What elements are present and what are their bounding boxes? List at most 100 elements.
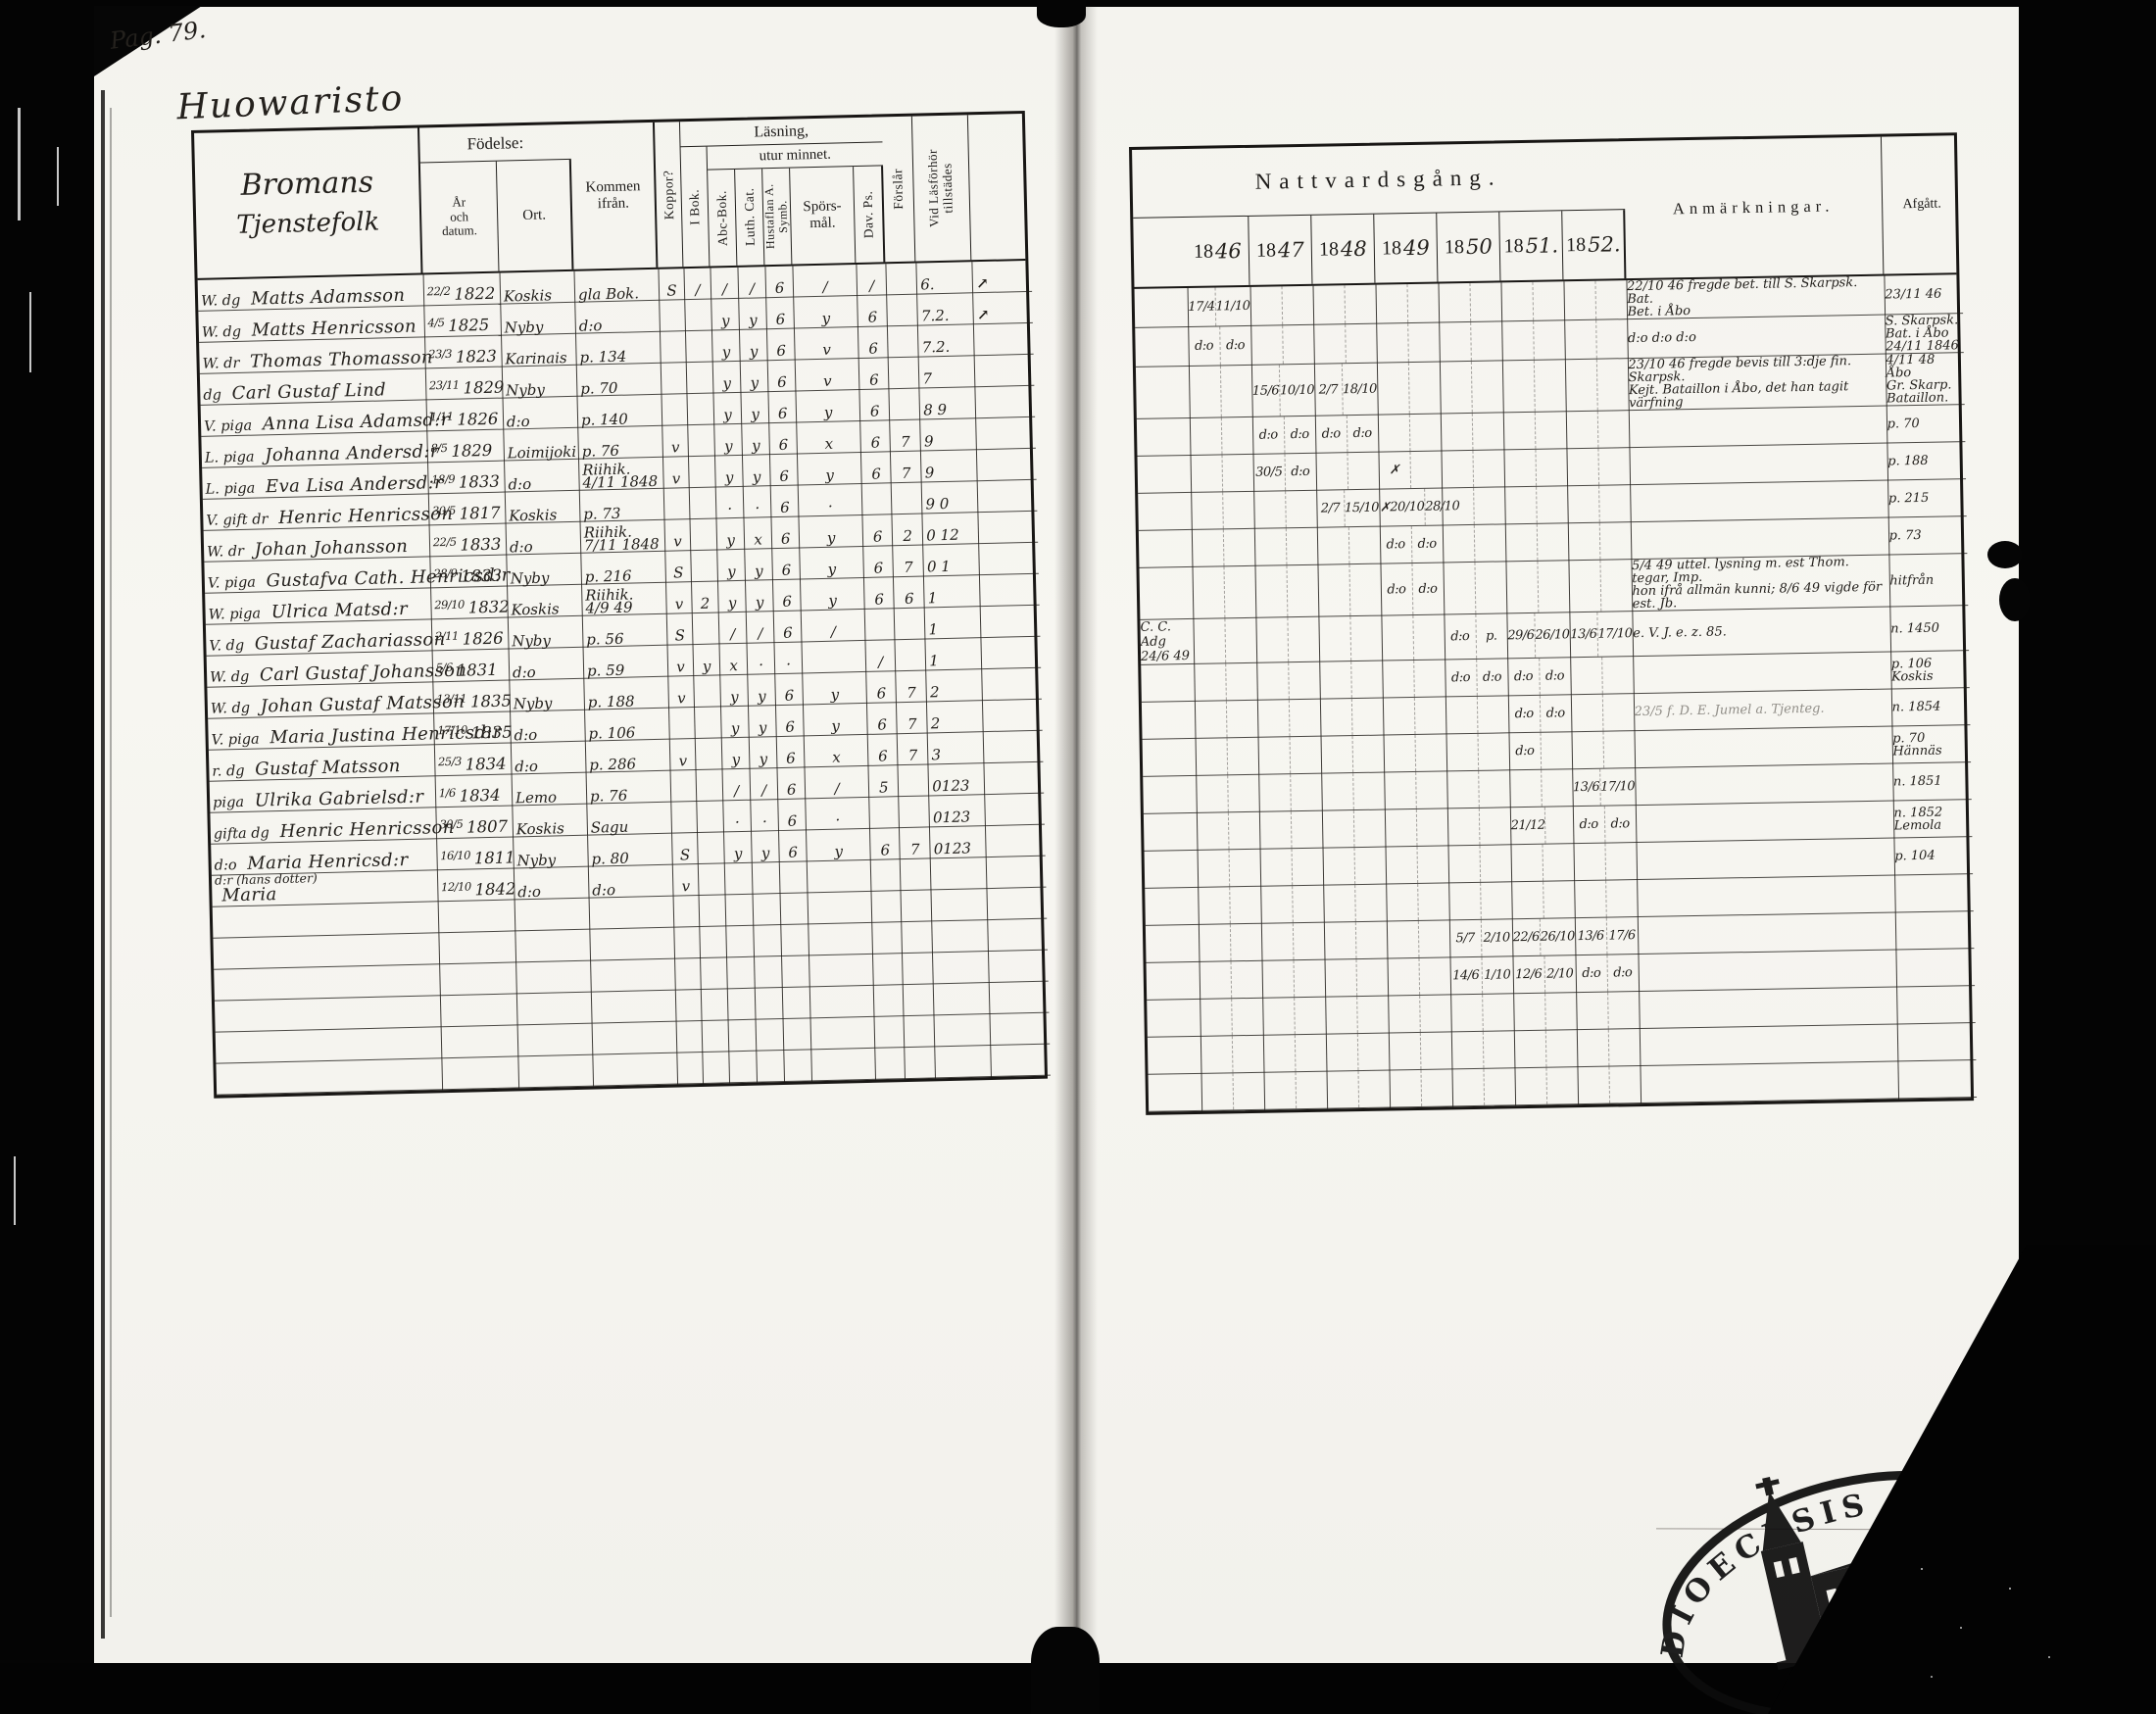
person-name-cell [216, 1057, 443, 1096]
sufficient-mark [900, 857, 932, 891]
communion-date [1227, 811, 1260, 850]
communion-date [1533, 360, 1566, 412]
in-book-mark [687, 393, 714, 425]
departed-cell: p. 73 [1887, 515, 1968, 556]
birth-place-header: Ort. [496, 159, 574, 271]
person-title: gifta dg [213, 825, 270, 843]
communion-date [1417, 920, 1449, 957]
communion-date [1254, 510, 1285, 511]
spare-mark [975, 416, 1036, 450]
smallpox-mark: v [664, 518, 691, 552]
page-edge-line-2 [110, 108, 112, 1617]
communion-1848 [1323, 884, 1387, 923]
communion-1847 [1262, 997, 1326, 1036]
communion-date [1536, 561, 1569, 612]
communion-date [1539, 732, 1572, 769]
birth-year: 1817 [459, 503, 501, 523]
communion-1852 [1570, 656, 1634, 695]
birth-cell: 30/5 1807 [435, 805, 514, 839]
remark-text-faint [1632, 536, 1888, 541]
birth-place [514, 929, 591, 962]
sufficient-mark [902, 952, 934, 985]
birth-day: 23/3 [428, 346, 453, 362]
communion-1847 [1255, 616, 1320, 663]
communion-date [1353, 847, 1386, 885]
remark-text-faint [1635, 745, 1891, 750]
departed-cell [1896, 985, 1976, 1024]
person-name: Carl Gustaf Lind [231, 379, 387, 405]
remark-text [1631, 499, 1887, 504]
smallpox-mark: v [662, 456, 690, 489]
communion-date: d:o [1450, 629, 1470, 645]
birth-cell: 16/10 1811 [436, 836, 515, 870]
communion-date: 1/10 [1480, 956, 1513, 994]
person-title: W. dg [209, 668, 250, 686]
spare-mark [973, 322, 1034, 356]
house-table-mark: 6 [775, 704, 805, 737]
came-from: p. 70 [576, 363, 662, 398]
communion-date [1348, 526, 1380, 564]
came-from: p. 188 [583, 676, 669, 711]
house-table-mark [783, 1049, 812, 1082]
catechism-mark: y [745, 579, 774, 612]
spare-mark: ↗ [972, 291, 1033, 324]
communion-1851: d:o d:o [1507, 657, 1571, 696]
communion-1846 [1200, 1035, 1264, 1074]
communion-date: 29/6 [1507, 627, 1535, 644]
person-name: Henric Henricsson [279, 816, 455, 843]
catechism-mark: y [749, 736, 778, 769]
communion-1852 [1563, 280, 1628, 320]
communion-date [1469, 321, 1502, 361]
communion-date [1515, 1049, 1545, 1050]
house-table-mark: 6 [771, 515, 800, 549]
communion-1848 [1326, 1070, 1391, 1109]
birth-day: 22/5 [432, 534, 457, 550]
remark-cell [1633, 652, 1891, 694]
departed-cell [1896, 1022, 1977, 1061]
communion-date [1536, 523, 1568, 561]
in-book-mark [695, 737, 723, 770]
communion-date [1326, 1015, 1356, 1016]
communion-1851: d:o [1508, 731, 1573, 770]
catechism-label: Luth. Cat. [741, 187, 758, 247]
communion-1846 [1197, 849, 1261, 888]
abc-mark [725, 925, 755, 957]
remark-text: e. V. J. e. z. 85. [1633, 624, 1727, 642]
communion-date: 12/6 [1515, 966, 1543, 983]
came-from: p. 106 [584, 708, 670, 743]
communion-date: d:o [1475, 659, 1508, 696]
communion-date [1260, 830, 1291, 831]
departed-cell: n. 1854 [1890, 687, 1971, 727]
birth-place [517, 1054, 594, 1088]
right-table-header: Nattvardsgång. 18 46 18 47 [1132, 135, 1957, 289]
communion-date [1290, 810, 1323, 849]
left-table-header: Bromans Tjenstefolk Födelse: År och datu… [194, 114, 1026, 280]
communion-date [1223, 617, 1256, 663]
birth-day: 23/11 [428, 377, 460, 393]
communion-1852: d:o d:o [1572, 805, 1637, 844]
attendance-mark: 9 [920, 449, 978, 483]
attendance-mark [932, 919, 989, 953]
communion-date [1323, 866, 1353, 867]
remark-cell [1630, 517, 1889, 560]
psalms-mark [874, 1015, 905, 1049]
smallpox-mark [670, 801, 698, 834]
in-book-mark [697, 831, 725, 864]
communion-1848 [1324, 958, 1389, 998]
psalms-mark [871, 921, 903, 955]
communion-date [1197, 794, 1227, 795]
communion-date [1384, 754, 1414, 755]
year-script: 49 [1402, 235, 1430, 261]
communion-date [1289, 773, 1322, 811]
communion-date: d:o [1579, 816, 1598, 833]
communion-date: d:o [1450, 670, 1471, 686]
communion-date: d:o [1410, 563, 1444, 615]
remark-text-faint [1641, 1080, 1897, 1085]
communion-1850 [1443, 561, 1507, 614]
remark-text-faint [1630, 424, 1886, 429]
communion-1849 [1386, 882, 1449, 922]
spare-mark [984, 761, 1045, 795]
communion-date [1415, 808, 1447, 846]
person-name: Matts Henricsson [251, 316, 417, 341]
communion-date [1190, 391, 1220, 392]
